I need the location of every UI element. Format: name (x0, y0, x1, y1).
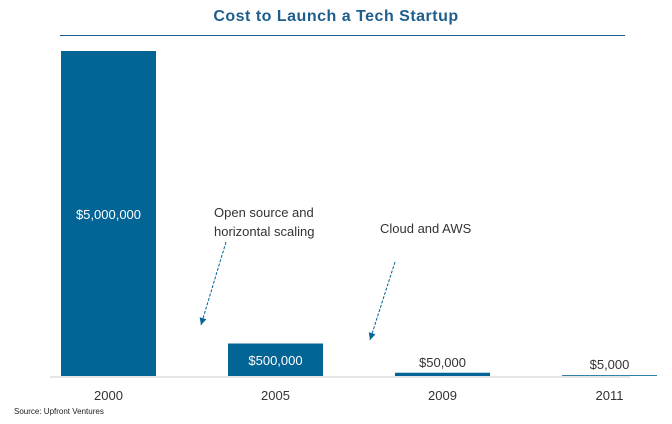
annotation-text: Cloud and AWS (380, 221, 472, 236)
tick-label-2009: 2009 (428, 388, 457, 403)
bar-2011 (562, 375, 657, 376)
bar-2009 (395, 372, 490, 376)
data-label-2000: $5,000,000 (76, 207, 141, 222)
annotation-text: Open source and (214, 205, 314, 220)
arrow-head (199, 317, 207, 325)
tick-label-2000: 2000 (94, 388, 123, 403)
chart-title: Cost to Launch a Tech Startup (213, 8, 459, 25)
data-label-2009: $50,000 (419, 355, 466, 370)
title-divider (60, 35, 625, 36)
source-note: Source: Upfront Ventures (14, 407, 104, 416)
annotation-text: horizontal scaling (214, 224, 314, 239)
bar-2000 (61, 51, 156, 376)
bar-2005 (228, 343, 323, 376)
arrow-head (368, 332, 376, 340)
annotation-arrow (200, 241, 227, 326)
data-label-2011: $5,000 (590, 357, 630, 372)
data-label-2005: $500,000 (248, 353, 302, 368)
annotation-arrow (369, 261, 396, 341)
tick-label-2011: 2011 (596, 388, 624, 403)
tick-label-2005: 2005 (261, 388, 290, 403)
